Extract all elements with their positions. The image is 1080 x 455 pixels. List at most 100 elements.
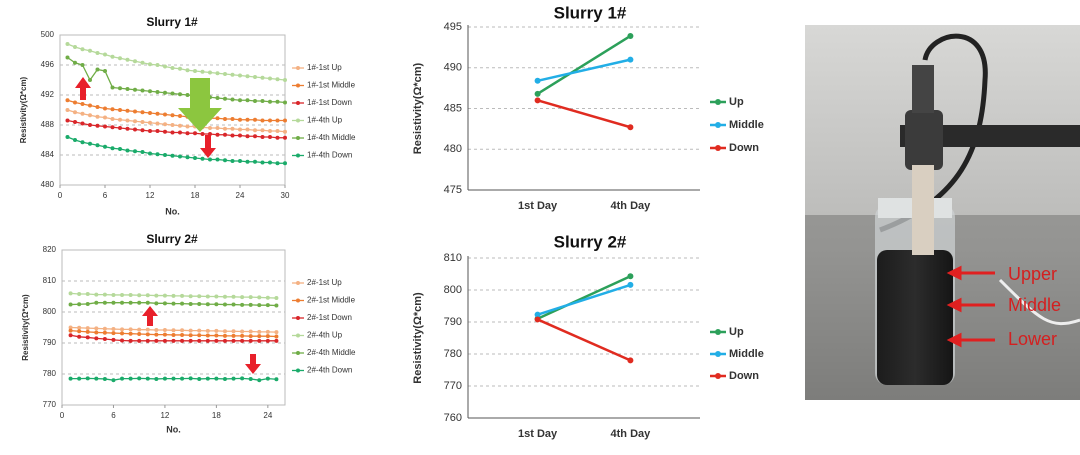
data-point — [94, 292, 99, 297]
data-point — [253, 99, 257, 103]
data-point — [223, 132, 227, 137]
y-axis-title: Resistivity(Ω*cm) — [21, 294, 30, 361]
data-point — [200, 69, 205, 74]
data-point — [205, 328, 210, 333]
legend-label: 2#-4th Down — [307, 366, 352, 375]
y-tick-label: 800 — [444, 284, 462, 296]
legend-label: Middle — [729, 348, 764, 360]
data-point — [208, 157, 212, 162]
data-point — [627, 124, 634, 131]
data-point — [68, 376, 73, 381]
data-point — [240, 333, 245, 338]
series-line — [536, 34, 632, 95]
x-tick-label: 4th Day — [611, 428, 652, 440]
data-point — [257, 338, 262, 343]
data-point — [137, 332, 142, 337]
data-point — [102, 336, 107, 341]
x-tick-label: 30 — [281, 191, 290, 200]
data-point — [120, 327, 125, 332]
y-tick-label: 492 — [41, 90, 55, 99]
y-tick-label: 780 — [444, 348, 462, 360]
data-point — [103, 144, 107, 149]
photo-label: Upper — [1008, 264, 1057, 284]
data-point — [260, 118, 265, 123]
data-point — [222, 294, 227, 299]
data-point — [88, 141, 92, 146]
data-point — [230, 72, 235, 77]
data-point — [73, 138, 77, 142]
data-point — [205, 333, 210, 338]
data-point — [85, 376, 90, 381]
data-point — [163, 112, 167, 117]
y-tick-label: 770 — [43, 400, 57, 409]
data-point — [85, 329, 90, 334]
data-point — [222, 338, 227, 343]
data-point — [137, 293, 142, 298]
data-point — [274, 330, 279, 335]
data-point — [223, 96, 227, 101]
data-point — [197, 333, 202, 338]
legend-label: 1#-4th Up — [307, 116, 343, 125]
data-point — [148, 120, 152, 125]
data-point — [180, 332, 185, 337]
data-point — [265, 376, 270, 381]
data-point — [197, 376, 202, 381]
data-point — [94, 330, 99, 335]
data-point — [230, 117, 235, 121]
y-tick-label: 488 — [41, 120, 55, 129]
data-point — [102, 376, 107, 381]
data-point — [215, 132, 220, 137]
data-point — [77, 292, 82, 297]
data-point — [68, 325, 73, 330]
data-point — [188, 338, 193, 343]
data-point — [215, 96, 220, 100]
data-point — [214, 376, 219, 381]
data-point — [260, 75, 265, 80]
data-point — [148, 89, 152, 94]
data-point — [94, 336, 99, 341]
data-point — [162, 376, 167, 381]
data-point — [257, 378, 262, 383]
data-point — [95, 105, 100, 109]
data-point — [120, 331, 125, 336]
data-point — [140, 128, 145, 133]
data-point — [253, 75, 257, 79]
data-point — [155, 111, 160, 116]
data-point — [125, 87, 130, 91]
data-point — [111, 300, 116, 305]
data-point — [238, 159, 242, 163]
y-tick-label: 800 — [43, 307, 57, 316]
data-point — [275, 118, 280, 123]
data-point — [137, 327, 142, 332]
data-point — [171, 328, 176, 333]
photo-arrows — [946, 265, 995, 348]
data-point — [118, 126, 122, 130]
data-point — [68, 302, 73, 307]
data-point — [257, 295, 262, 300]
data-point — [238, 73, 242, 78]
data-point — [65, 55, 70, 60]
y-tick-label: 810 — [43, 276, 57, 285]
x-tick-label: 1st Day — [518, 200, 558, 212]
data-point — [88, 123, 92, 127]
data-point — [77, 376, 82, 381]
data-point — [208, 70, 212, 75]
y-tick-label: 500 — [41, 30, 55, 39]
data-point — [163, 122, 167, 127]
data-point — [274, 303, 279, 308]
data-point — [85, 292, 90, 297]
legend-label: 2#-4th Middle — [307, 348, 356, 357]
data-point — [73, 100, 77, 105]
data-point — [73, 45, 77, 49]
y-tick-label: 760 — [444, 412, 462, 424]
legend-marker — [296, 136, 300, 140]
data-point — [188, 376, 193, 381]
data-point — [110, 125, 115, 130]
data-point — [118, 117, 122, 122]
data-point — [154, 301, 159, 306]
legend-marker — [715, 145, 721, 151]
data-point — [145, 338, 150, 343]
photo-label: Lower — [1008, 329, 1057, 349]
data-point — [214, 294, 219, 299]
